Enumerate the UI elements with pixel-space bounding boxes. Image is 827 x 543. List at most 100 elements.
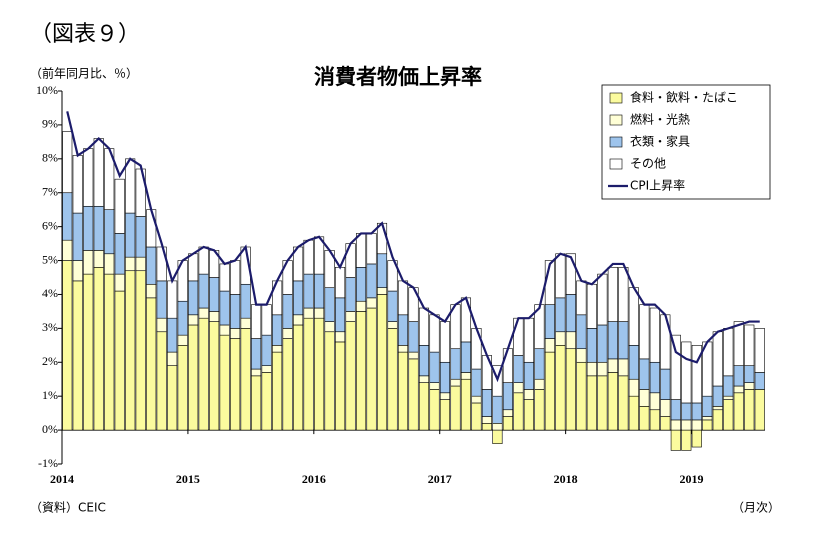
bar-segment — [293, 314, 304, 326]
bar-segment — [691, 345, 702, 404]
bar-segment — [167, 365, 178, 431]
bar-segment — [230, 260, 241, 295]
bar-segment — [586, 328, 597, 363]
bar-segment — [586, 361, 597, 377]
bar-segment — [597, 324, 608, 363]
bar-segment — [198, 307, 209, 319]
bar-segment — [198, 317, 209, 431]
bar-segment — [209, 321, 220, 431]
bar-segment — [649, 392, 660, 411]
bar-segment — [72, 212, 83, 261]
bar-segment — [418, 345, 430, 377]
bar-segment — [502, 348, 513, 383]
bar-segment — [660, 399, 671, 417]
legend-swatch — [609, 158, 623, 170]
bar-segment — [177, 334, 188, 346]
source: （資料）CEIC — [30, 501, 106, 515]
bar-segment — [450, 385, 461, 431]
bar-segment — [387, 321, 398, 329]
bar-segment — [544, 351, 555, 431]
bar-segment — [628, 345, 639, 380]
bar-segment — [439, 392, 451, 400]
bar-segment — [607, 321, 618, 360]
bar-segment — [576, 314, 587, 350]
y-tick-label: 7% — [42, 184, 58, 198]
bar-segment — [125, 158, 136, 214]
bar-segment — [733, 392, 744, 431]
bar-segment — [670, 399, 681, 421]
bar-segment — [691, 429, 702, 448]
bar-segment — [576, 348, 587, 363]
chart-title: 消費者物価上昇率 — [314, 65, 482, 89]
y-tick-label: 5% — [42, 252, 58, 266]
y-tick-label: 0% — [42, 422, 58, 436]
bar-segment — [723, 395, 734, 400]
bar-segment — [355, 267, 367, 302]
bar-segment — [660, 368, 671, 400]
bar-segment — [712, 385, 723, 407]
bar-segment — [471, 368, 482, 397]
bar-segment — [104, 253, 115, 275]
bar-segment — [418, 375, 430, 383]
bar-segment — [555, 297, 566, 333]
bar-segment — [586, 283, 597, 329]
bar-segment — [376, 287, 388, 295]
bar-segment — [156, 317, 167, 333]
bar-segment — [502, 382, 513, 411]
bar-segment — [104, 273, 115, 431]
bar-segment — [733, 365, 744, 387]
bar-segment — [282, 294, 293, 329]
bar-segment — [345, 311, 356, 322]
bar-segment — [555, 331, 566, 346]
bar-segment — [649, 409, 660, 431]
bar-segment — [397, 280, 409, 316]
bar-segment — [146, 297, 157, 431]
bar-segment — [251, 304, 262, 339]
bar-segment — [534, 378, 545, 390]
bar-segment — [733, 385, 744, 394]
bar-segment — [513, 317, 524, 356]
bar-segment — [639, 406, 650, 431]
bar-segment — [460, 341, 472, 373]
bar-segment — [418, 307, 430, 346]
bar-segment — [502, 416, 513, 431]
bar-segment — [618, 358, 629, 377]
bar-segment — [376, 253, 388, 288]
bar-segment — [681, 429, 692, 451]
bar-segment — [324, 331, 335, 431]
bar-segment — [639, 304, 650, 360]
bar-segment — [324, 287, 335, 322]
y-tick-label: 2% — [42, 354, 58, 368]
bar-segment — [681, 419, 692, 431]
bar-segment — [282, 338, 293, 431]
bar-segment — [355, 300, 367, 312]
bar-segment — [607, 358, 618, 373]
bar-segment — [754, 372, 765, 390]
bar-segment — [408, 321, 419, 353]
y-tick-label: 4% — [42, 286, 58, 300]
bar-segment — [355, 311, 367, 431]
bar-segment — [460, 378, 472, 431]
bar-segment — [93, 250, 104, 268]
bar-segment — [534, 348, 545, 380]
figure-label: （図表９） — [30, 21, 140, 46]
legend-label: 食料・飲料・たばこ — [630, 90, 738, 105]
bar-segment — [408, 351, 419, 360]
bar-segment — [156, 280, 167, 319]
bar-segment — [523, 389, 534, 400]
bar-segment — [670, 334, 681, 400]
bar-segment — [576, 361, 587, 431]
bar-segment — [219, 334, 230, 431]
y-tick-label: 1% — [42, 388, 58, 402]
bar-segment — [492, 423, 503, 431]
bar-segment — [303, 273, 314, 309]
bar-segment — [72, 155, 83, 214]
bar-segment — [240, 283, 251, 319]
bar-segment — [156, 331, 167, 431]
bar-segment — [188, 324, 199, 431]
bar-segment — [702, 395, 713, 417]
bar-segment — [649, 361, 660, 394]
bar-segment — [450, 348, 461, 380]
bar-segment — [565, 253, 576, 295]
bar-segment — [345, 277, 356, 312]
